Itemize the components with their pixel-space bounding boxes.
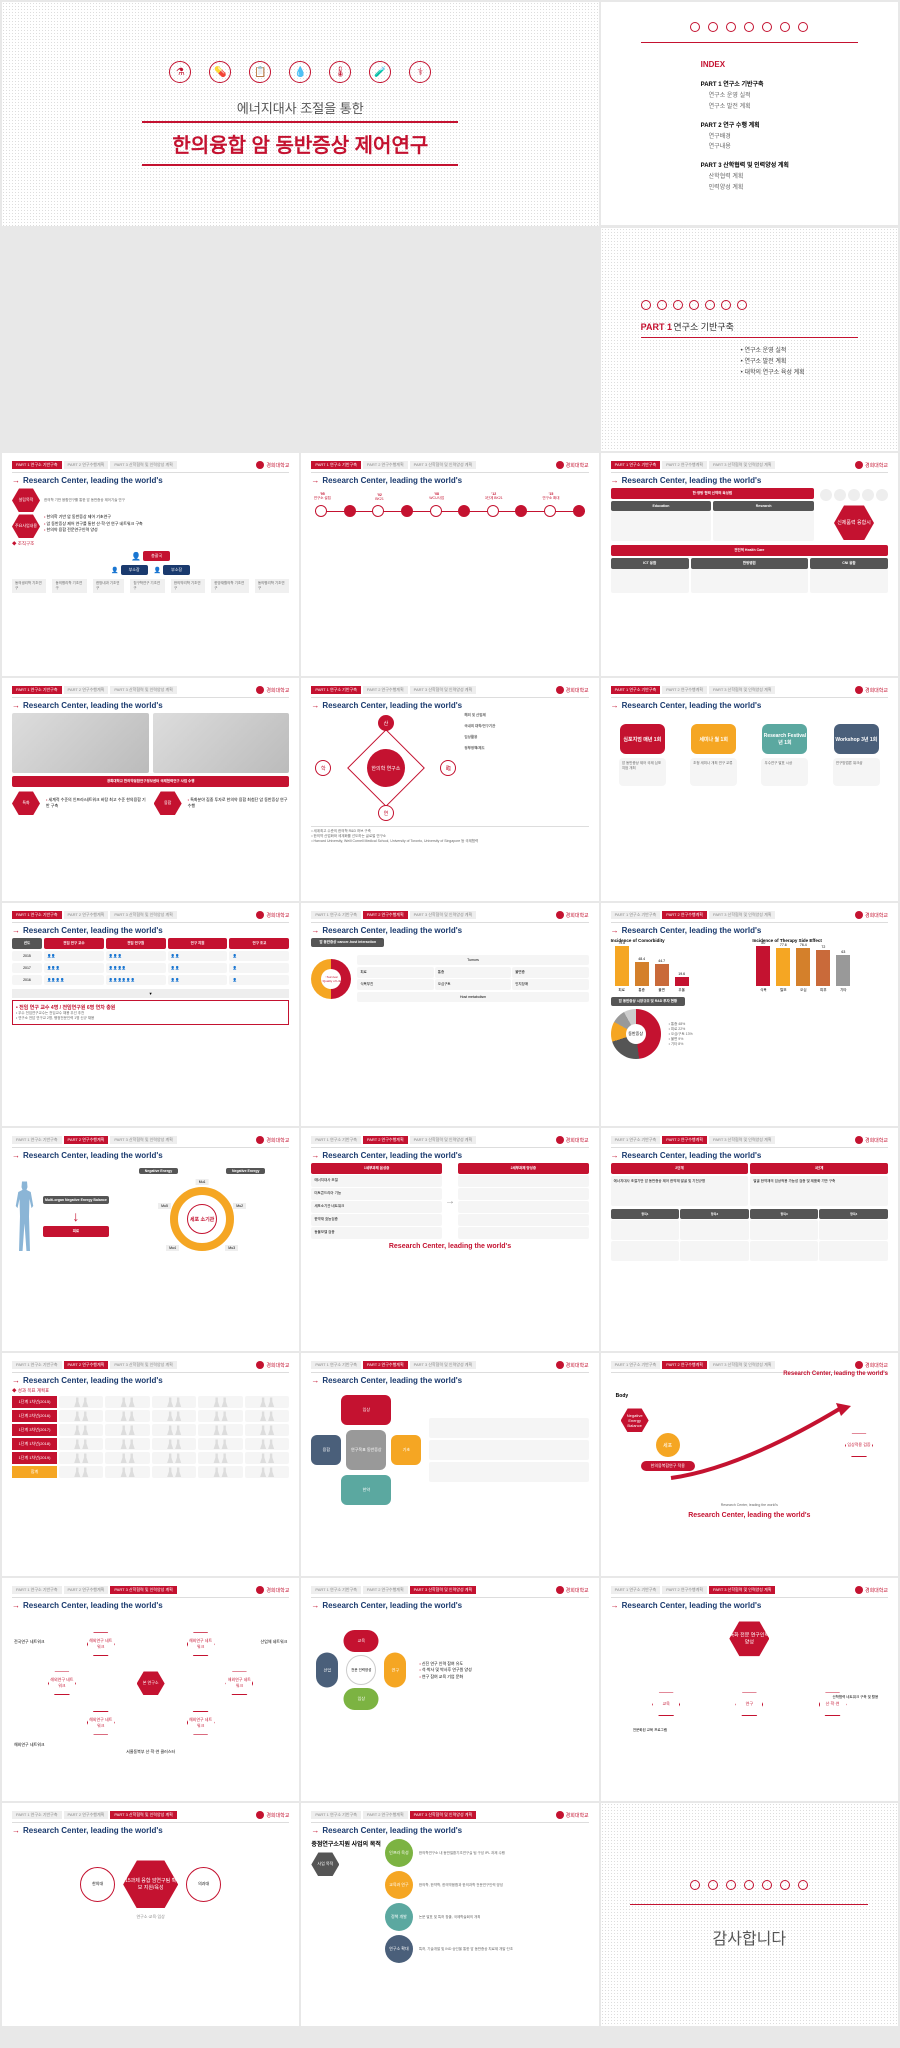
body-icon — [12, 1181, 37, 1251]
bar: 79.8피로 — [615, 941, 629, 993]
chain-row: 교육과 연구한의학, 한약학, 한의약융합과 한의과학 전문연구인력 양성 — [385, 1871, 589, 1899]
bar: 76.4오심 — [796, 943, 810, 993]
subtitle: 에너지대사 조절을 통한 — [237, 98, 364, 117]
title-icon: 🧪 — [369, 61, 391, 83]
center-hex: 신제품력 융합시 — [834, 505, 874, 540]
bar: 63기타 — [836, 950, 850, 994]
slide-diamond: PART 1 연구소 기반구축PART 2 연구수행계획PART 3 산학협력 … — [301, 678, 598, 901]
section-part: PART 1 — [641, 322, 672, 332]
bar-chart-1: 79.8피로 48.4통증 44.7불면 19.6우울 — [611, 943, 747, 993]
thanks-slide: 감사합니다 — [601, 1803, 898, 2026]
slide-curve: PART 1 연구소 기반구축PART 2 연구수행계획PART 3 산학협력 … — [601, 1353, 898, 1576]
main-title: 한의융합 암 동반증상 제어연구 — [142, 121, 458, 166]
step-row: 1단계 3차년(2017) — [12, 1424, 289, 1436]
event-badge: 세미나 월 1회초청 세미나 개최 연구 교류 — [686, 720, 741, 790]
step-row: 1단계 1차년(2019) — [12, 1452, 289, 1464]
section-dots — [641, 300, 858, 310]
step-row: 1단계 1차년(2015) — [12, 1396, 289, 1408]
timeline-node: '02BK21 — [372, 505, 384, 517]
timeline-node: '123단계 BK21 — [487, 505, 499, 517]
event-badge: Research Festival 년 1회우수연구 발표 시상 — [757, 720, 812, 790]
bar-chart-2: 80식욕 77.6탈모 76.4오심 72피부 63기타 — [752, 943, 888, 993]
steps-table: 1단계 1차년(2015) 1단계 2차년(2016) 1단계 3차년(2017) 1… — [12, 1396, 289, 1478]
title-icon: 💊 — [209, 61, 231, 83]
timeline: '95연구소 설립 '00대학원 과정 '02BK21 '052단계 BK21 '08W… — [315, 505, 584, 517]
timeline-node: '17현재 — [573, 505, 585, 517]
step-row: 1단계 1차년(2018) — [12, 1438, 289, 1450]
section-bullets: • 연구소 운영 실적 • 연구소 발전 계획 • 대학의 연구소 육성 계획 — [741, 346, 858, 378]
section-name: 연구소 기반구축 — [673, 322, 733, 332]
event-badge: Workshop 3년 1회연구방법론 워크샵 — [829, 720, 884, 790]
timeline-node: '95연구소 설립 — [315, 505, 327, 517]
cycle-diagram: 세포 소기관 Mu1 Mu2 Mu3 Mu4 Mu5 — [162, 1179, 242, 1259]
step-row: 합계 — [12, 1466, 289, 1478]
index-heading: INDEX — [701, 60, 725, 69]
slide-badges: PART 1 연구소 기반구축PART 2 연구수행계획PART 3 산학협력 … — [601, 678, 898, 901]
bar: 72피부 — [816, 945, 830, 993]
title-slide: ⚗ 💊 📋 💧 🌡 🧪 ⚕ 에너지대사 조절을 통한 한의융합 암 동반증상 제… — [2, 2, 599, 226]
slide-steps: PART 1 연구소 기반구축PART 2 연구수행계획PART 3 산학협력 … — [2, 1353, 299, 1576]
slide-phases: PART 1 연구소 기반구축PART 2 연구수행계획PART 3 산학협력 … — [601, 1128, 898, 1351]
slide-years: PART 1 연구소 기반구축PART 2 연구수행계획PART 3 산학협력 … — [2, 903, 299, 1126]
title-icon: 💧 — [289, 61, 311, 83]
bar: 77.6탈모 — [776, 943, 790, 994]
curve-arrow-icon — [661, 1398, 861, 1498]
photo — [12, 713, 149, 773]
title-icon: 🌡 — [329, 61, 351, 83]
slide-interaction: PART 1 연구소 기반구축PART 2 연구수행계획PART 3 산학협력 … — [301, 903, 598, 1126]
slide-support: PART 1 연구소 기반구축PART 2 연구수행계획PART 3 산학협력 … — [2, 1803, 299, 2026]
slide-network: PART 1 연구소 기반구축PART 2 연구수행계획PART 3 산학협력 … — [2, 1578, 299, 1801]
timeline-node: '15연구소 확대 — [544, 505, 556, 517]
timeline-node: '14연구소 신축 — [515, 505, 527, 517]
slide-body: PART 1 연구소 기반구축PART 2 연구수행계획PART 3 산학협력 … — [2, 1128, 299, 1351]
thanks-text: 감사합니다 — [713, 1925, 787, 1949]
badge-row: 심포지엄 매년 1회암 동반증상 제어 국제 심포지엄 개최 세미나 월 1회초청… — [611, 720, 888, 790]
chain-row: 연구소 확대특허, 기술개발 및 IND 승인을 통한 암 동반증상 치료제 개… — [385, 1935, 589, 1963]
chain-row: 정책 개발논문 발표 및 특허 창출, 국제학술회의 개최 — [385, 1903, 589, 1931]
timeline-node: '10연구소 중점 — [458, 505, 470, 517]
bar: 80식욕 — [756, 941, 770, 993]
section-divider: PART 1 연구소 기반구축 • 연구소 운영 실적 • 연구소 발전 계획 … — [601, 228, 898, 451]
title-icon: ⚕ — [409, 61, 431, 83]
slide-quad: PART 1 연구소 기반구축PART 2 연구수행계획PART 3 산학협력 … — [301, 1353, 598, 1576]
org-leaves: 동의생리학 기초연구 동의병리학 기초연구 한방내과 기초연구 침구학연구 기초… — [12, 579, 289, 593]
label-hex: 주요사업내용 — [12, 514, 40, 538]
slide-flower: PART 1 연구소 기반구축PART 2 연구수행계획PART 3 산학협력 … — [301, 1578, 598, 1801]
slide-photos: PART 1 연구소 기반구축PART 2 연구수행계획PART 3 산학협력 … — [2, 678, 299, 901]
slide-grid: ⚗ 💊 📋 💧 🌡 🧪 ⚕ 에너지대사 조절을 통한 한의융합 암 동반증상 제… — [0, 0, 900, 2028]
timeline-node: '00대학원 과정 — [344, 505, 356, 517]
hex-network: 본 연구소 해외연구 네트워크 해외연구 네트워크 해외연구 네트워크 해외연구… — [12, 1613, 289, 1753]
photo — [153, 713, 290, 773]
slide-strategy: PART 1 연구소 기반구축PART 2 연구수행계획PART 3 산학협력 … — [601, 453, 898, 676]
slide-triangle: PART 1 연구소 기반구축PART 2 연구수행계획PART 3 산학협력 … — [601, 1578, 898, 1801]
label-hex: 설립목적 — [12, 488, 40, 512]
chain-row: 인프라 육성한의학연구소 내 동반질환기초연구실 팀 구성 IPL 과제 수행 — [385, 1839, 589, 1867]
slide-org: PART 1 연구소 기반구축PART 2 연구수행계획PART 3 산학협력 … — [2, 453, 299, 676]
dots-row — [641, 22, 858, 43]
slide-title: Research Center, leading the world's — [12, 476, 289, 485]
title-icon: 📋 — [249, 61, 271, 83]
timeline-node: '08WCU사업 — [430, 505, 442, 517]
bar: 19.6우울 — [675, 972, 689, 994]
event-badge: 심포지엄 매년 1회암 동반증상 제어 국제 심포지엄 개최 — [615, 720, 670, 790]
bar: 48.4통증 — [635, 957, 649, 993]
slide-charts: PART 1 연구소 기반구축PART 2 연구수행계획PART 3 산학협력 … — [601, 903, 898, 1126]
title-icon: ⚗ — [169, 61, 191, 83]
donut-legend: • 통증 48%• 피로 22%• 오심/구토 13%• 불면 9%• 기타 8… — [669, 1022, 693, 1046]
step-row: 1단계 2차년(2016) — [12, 1410, 289, 1422]
bar: 44.7불면 — [655, 959, 669, 993]
slide-table1: PART 1 연구소 기반구축PART 2 연구수행계획PART 3 산학협력 … — [301, 1128, 598, 1351]
title-icon-row: ⚗ 💊 📋 💧 🌡 🧪 ⚕ — [169, 61, 431, 83]
index-content: INDEX PART 1 연구소 기반구축 연구소 운영 실적 연구소 발전 계… — [701, 58, 858, 194]
index-slide: INDEX PART 1 연구소 기반구축 연구소 운영 실적 연구소 발전 계… — [601, 2, 898, 225]
org-chart: 👤총괄국 👤부소장👤부소장 동의생리학 기초연구 동의병리학 기초연구 한방내과… — [12, 551, 289, 593]
chain-diagram: 인프라 육성한의학연구소 내 동반질환기초연구실 팀 구성 IPL 과제 수행교… — [385, 1839, 589, 1967]
timeline-node: '052단계 BK21 — [401, 505, 413, 517]
slide-timeline: PART 1 연구소 기반구축PART 2 연구수행계획PART 3 산학협력 … — [301, 453, 598, 676]
slide-chain: PART 1 연구소 기반구축PART 2 연구수행계획PART 3 산학협력 … — [301, 1803, 598, 2026]
